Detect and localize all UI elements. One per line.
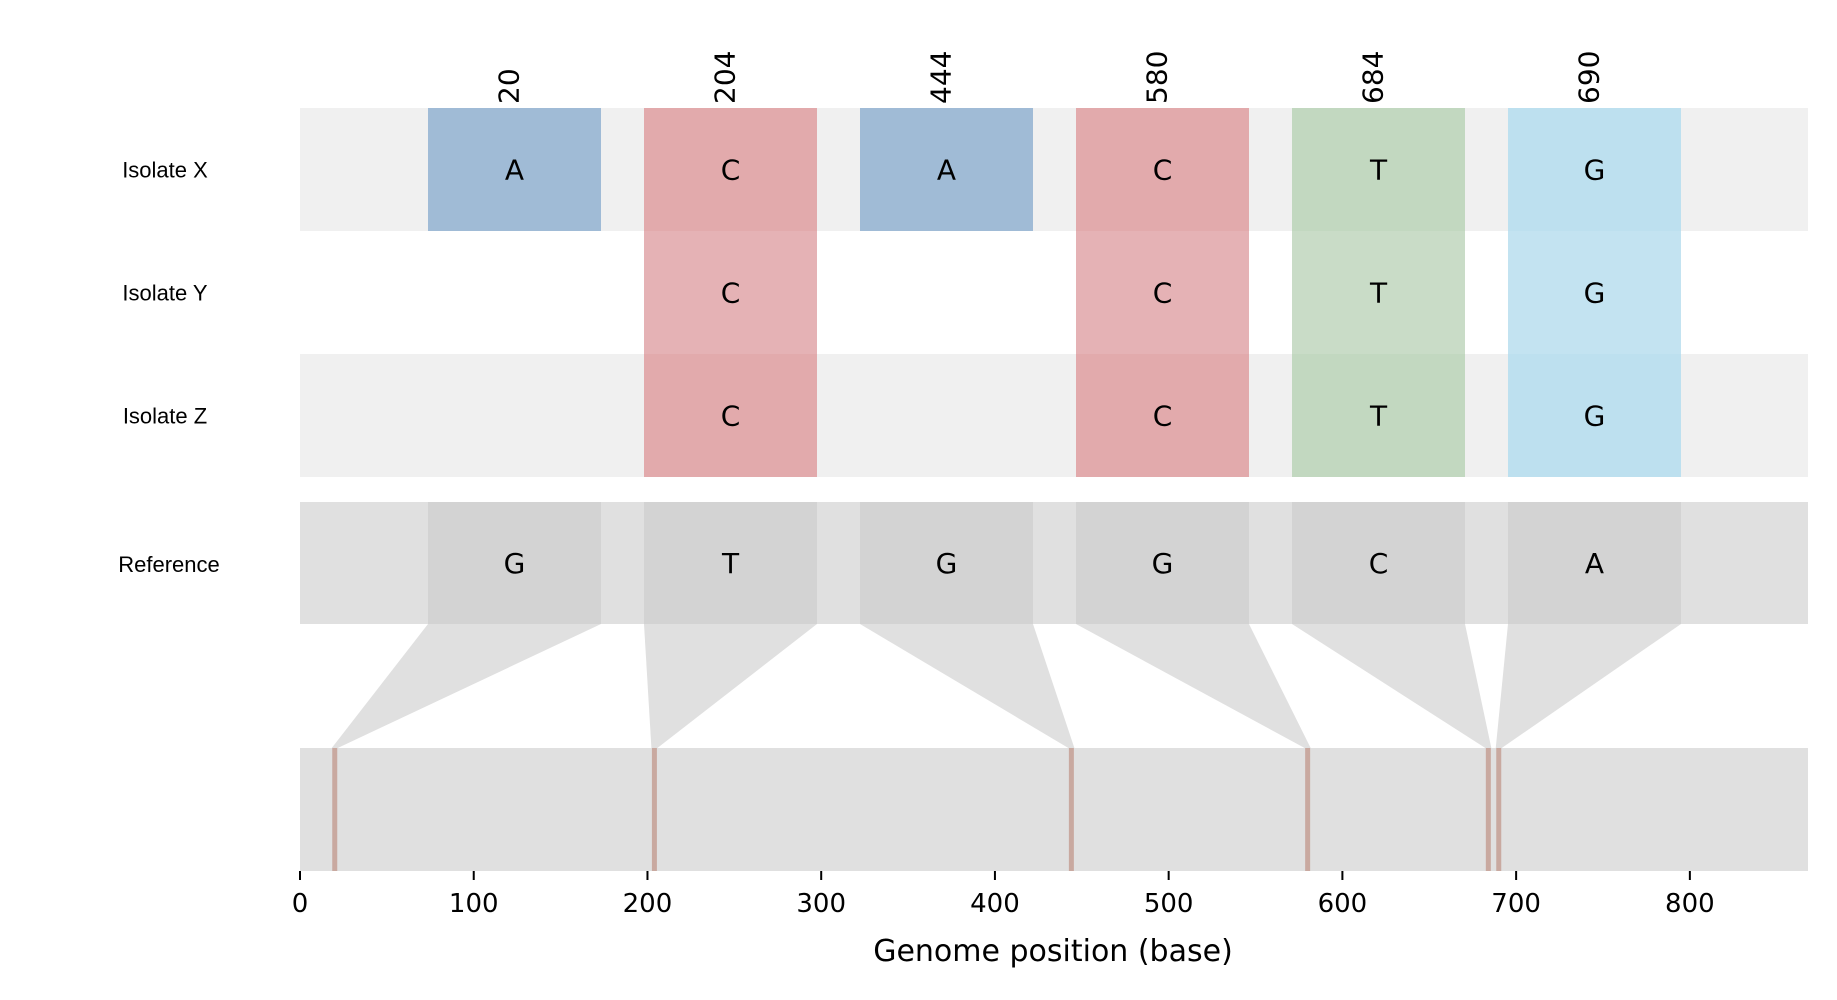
x-tick-label: 700 <box>1491 889 1541 919</box>
reference-base-label: G <box>936 547 958 580</box>
reference-cell <box>860 502 1033 624</box>
snp-base-label: T <box>1369 154 1388 187</box>
row-label: Isolate Z <box>123 404 207 429</box>
x-tick-label: 0 <box>292 889 309 919</box>
reference-base-label: G <box>1152 547 1174 580</box>
snp-base-label: T <box>1369 400 1388 433</box>
snp-position-marker <box>1496 748 1502 871</box>
snp-cell <box>428 108 601 231</box>
x-tick-label: 300 <box>796 889 846 919</box>
position-connector <box>644 624 817 748</box>
snp-cell <box>1292 354 1465 477</box>
genome-track-bar <box>300 748 1808 871</box>
position-connector <box>860 624 1075 748</box>
snp-base-label: G <box>1584 400 1606 433</box>
x-tick-label: 600 <box>1318 889 1368 919</box>
snp-base-label: A <box>505 154 524 187</box>
x-axis-title: Genome position (base) <box>873 934 1233 969</box>
reference-base-label: A <box>1585 547 1604 580</box>
position-label: 580 <box>1141 51 1174 104</box>
row-label: Isolate Y <box>122 281 208 306</box>
snp-cell <box>1508 108 1681 231</box>
reference-base-label: T <box>721 547 740 580</box>
snp-base-label: C <box>1153 277 1173 310</box>
position-connector <box>1292 624 1492 748</box>
snp-base-label: A <box>937 154 956 187</box>
snp-position-marker <box>651 748 657 871</box>
labels: Isolate X Isolate Y Isolate Z Reference 20 20… <box>118 51 1605 577</box>
snp-base-label: C <box>721 400 741 433</box>
position-label: 684 <box>1357 51 1390 104</box>
snp-base-label: C <box>1153 400 1173 433</box>
snp-base-label: C <box>721 277 741 310</box>
snp-base-label: T <box>1369 277 1388 310</box>
reference-cell <box>644 502 817 624</box>
snp-position-marker <box>1068 748 1074 871</box>
x-tick-label: 100 <box>449 889 499 919</box>
snp-cell <box>644 354 817 477</box>
reference-base-label: G <box>504 547 526 580</box>
position-label: 690 <box>1573 51 1606 104</box>
snp-cell <box>1076 354 1249 477</box>
position-connector <box>331 624 601 748</box>
genome-track <box>300 748 1808 871</box>
snp-base-label: G <box>1584 277 1606 310</box>
x-axis: 0 100 200 300 400 500 600 700 800 <box>292 871 1715 919</box>
snp-cell <box>1508 354 1681 477</box>
snp-base-label: C <box>721 154 741 187</box>
snp-cell <box>644 108 817 231</box>
position-connector <box>1076 624 1311 748</box>
snp-cell <box>1508 231 1681 354</box>
snp-position-marker <box>1305 748 1311 871</box>
snp-position-marker <box>1485 748 1491 871</box>
x-tick-label: 200 <box>623 889 673 919</box>
position-label: 444 <box>925 51 958 104</box>
position-connectors <box>331 624 1681 748</box>
snp-base-label: G <box>1584 154 1606 187</box>
x-tick-label: 800 <box>1665 889 1715 919</box>
row-label: Isolate X <box>122 158 208 183</box>
snp-cells: A C A C T G C C T G C C T G <box>428 108 1681 477</box>
x-tick-label: 400 <box>970 889 1020 919</box>
position-label: 204 <box>709 51 742 104</box>
reference-cell <box>1076 502 1249 624</box>
snp-cell <box>1292 231 1465 354</box>
position-connector <box>1495 624 1681 748</box>
reference-label: Reference <box>118 552 220 577</box>
reference-cell <box>428 502 601 624</box>
snp-position-marker <box>332 748 338 871</box>
snp-cell <box>1076 231 1249 354</box>
snp-cell <box>860 108 1033 231</box>
reference-cell <box>1292 502 1465 624</box>
snp-cell <box>1292 108 1465 231</box>
reference-base-label: C <box>1369 547 1389 580</box>
x-tick-label: 500 <box>1144 889 1194 919</box>
reference-cell <box>1508 502 1681 624</box>
position-label: 20 <box>493 68 526 104</box>
snp-cell <box>1076 108 1249 231</box>
snp-base-label: C <box>1153 154 1173 187</box>
snp-cell <box>644 231 817 354</box>
